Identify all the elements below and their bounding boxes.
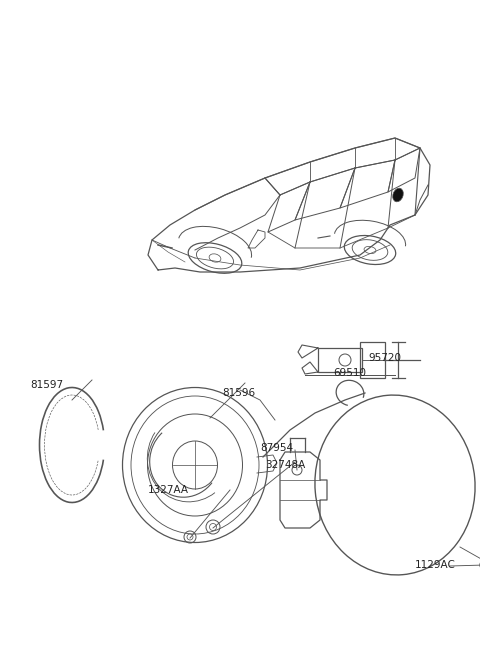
- Text: 87954: 87954: [260, 443, 293, 453]
- Text: 69510: 69510: [333, 368, 366, 378]
- Text: 1129AC: 1129AC: [415, 560, 456, 570]
- Ellipse shape: [393, 188, 403, 202]
- Text: 95720: 95720: [368, 353, 401, 363]
- Text: 81596: 81596: [222, 388, 255, 398]
- Text: 81597: 81597: [30, 380, 63, 390]
- Text: 32748A: 32748A: [265, 460, 305, 470]
- Text: 1327AA: 1327AA: [148, 485, 189, 495]
